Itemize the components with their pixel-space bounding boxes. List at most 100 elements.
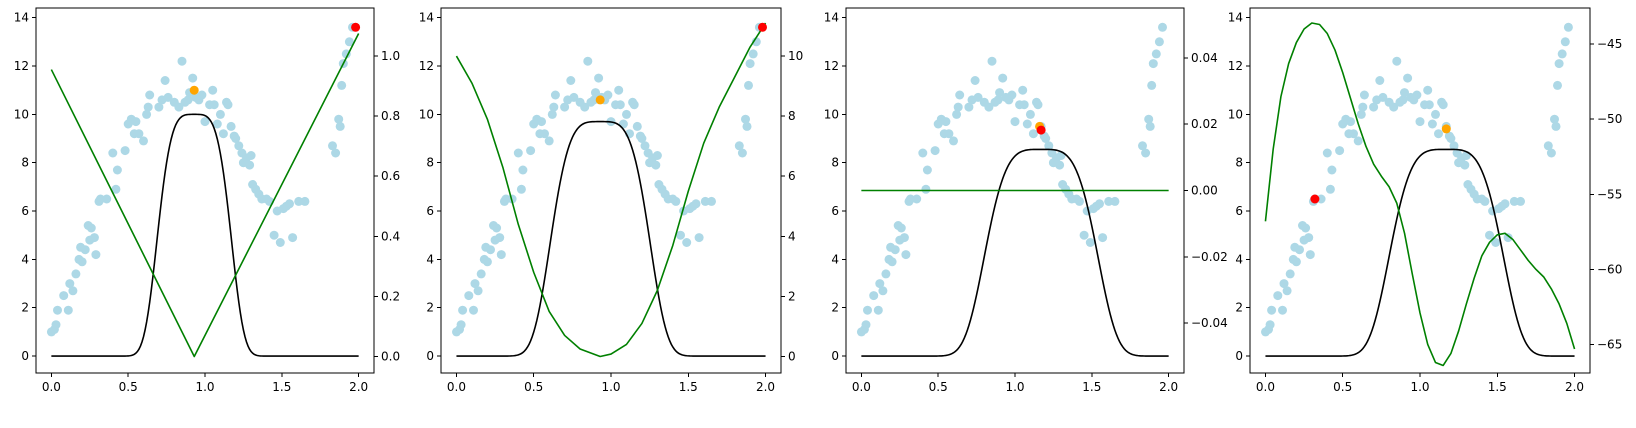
scatter-point <box>1485 230 1494 240</box>
scatter-point <box>734 141 744 151</box>
y-tick-label: 12 <box>419 59 434 73</box>
scatter-point <box>1369 102 1379 112</box>
scatter-point <box>77 257 87 267</box>
scatter-point <box>890 245 900 255</box>
scatter-point <box>154 102 164 112</box>
scatter-point <box>899 233 909 243</box>
scatter-point <box>470 279 480 289</box>
right-axis-line <box>455 22 767 358</box>
scatter-point <box>1438 100 1448 110</box>
scatter-point <box>887 257 897 267</box>
scatter-point <box>102 194 112 204</box>
scatter-point <box>1267 305 1277 315</box>
y2-tick-label: 0 <box>788 349 796 363</box>
scatter-point <box>878 286 888 296</box>
scatter-point <box>952 109 962 119</box>
scatter-point <box>234 141 244 151</box>
scatter-point <box>1285 269 1295 279</box>
scatter-point <box>1019 100 1029 110</box>
scatter-point <box>300 196 310 206</box>
scatter-point <box>1075 196 1084 206</box>
scatter-point <box>456 320 466 330</box>
scatter-point <box>949 136 958 146</box>
y2-tick-label: 0.04 <box>1191 51 1218 65</box>
scatter-point <box>1480 196 1490 206</box>
scatter-point <box>589 95 599 105</box>
scatter-point <box>473 286 483 296</box>
scatter-point <box>71 269 81 279</box>
highlight-point-red <box>1310 194 1320 204</box>
scatter-point <box>614 85 624 95</box>
scatter-point <box>1279 279 1289 289</box>
scatter-point <box>544 136 554 146</box>
scatter-point <box>1560 37 1570 47</box>
scatter-point <box>1265 320 1275 330</box>
scatter-point <box>1327 165 1337 175</box>
y-tick-label: 12 <box>14 59 29 73</box>
scatter-point <box>1158 22 1167 32</box>
scatter-point <box>671 196 681 206</box>
scatter-point <box>1028 129 1038 139</box>
panel-4: 0.0 0.5 1.0 1.5 2.0 0 2 4 6 8 10 12 14 −65 −60 −55 −50 −4… <box>1228 7 1622 394</box>
scatter-point <box>331 148 341 158</box>
scatter-point <box>1403 73 1413 83</box>
scatter-point <box>245 160 255 170</box>
scatter-point <box>594 73 604 83</box>
scatter-point <box>1322 148 1332 158</box>
scatter-point <box>160 76 170 85</box>
y2-tick-label: −45 <box>1597 37 1622 51</box>
scatter-point <box>1098 233 1108 243</box>
scatter-point <box>970 76 980 85</box>
kernel-line <box>861 148 1169 357</box>
scatter-point <box>188 73 198 83</box>
scatter-point <box>335 121 345 131</box>
highlight-point-orange <box>595 95 605 105</box>
scatter-point <box>1141 148 1151 158</box>
scatter-point <box>1138 141 1147 151</box>
scatter-point <box>1346 117 1355 127</box>
scatter-point <box>580 102 590 112</box>
scatter-point <box>1025 109 1035 119</box>
scatter-series <box>46 22 357 337</box>
scatter-point <box>1427 119 1437 129</box>
scatter-point <box>1424 100 1434 110</box>
scatter-point <box>881 269 891 279</box>
scatter-point <box>1010 117 1020 127</box>
highlight-point-red <box>758 22 767 32</box>
scatter-point <box>1359 90 1369 100</box>
scatter-point <box>226 121 236 131</box>
scatter-point <box>1301 223 1311 233</box>
right-axis-line <box>50 33 360 358</box>
scatter-point <box>1356 109 1366 119</box>
x-tick-label: 1.5 <box>679 380 698 394</box>
scatter-point <box>1055 160 1065 170</box>
scatter-point <box>1095 199 1104 209</box>
scatter-point <box>1543 141 1553 151</box>
scatter-point <box>1449 141 1459 151</box>
scatter-point <box>1145 121 1155 131</box>
scatter-point <box>591 88 600 98</box>
scatter-point <box>68 286 78 296</box>
x-tick-label: 0.5 <box>119 380 138 394</box>
y-tick-label: 4 <box>21 252 29 266</box>
y-tick-label: 8 <box>21 156 29 170</box>
scatter-point <box>1398 95 1408 105</box>
scatter-point <box>1335 146 1345 156</box>
scatter-point <box>1044 141 1054 151</box>
scatter-point <box>651 160 661 170</box>
scatter-point <box>637 134 647 143</box>
scatter-point <box>526 146 536 156</box>
y2-tick-label: 0.0 <box>381 349 400 363</box>
y-tick-label: 0 <box>21 349 29 363</box>
scatter-point <box>269 230 279 240</box>
scatter-point <box>59 291 69 301</box>
x-tick-label: 2.0 <box>1159 380 1178 394</box>
scatter-point <box>65 279 75 289</box>
scatter-point <box>1460 160 1470 170</box>
y-tick-label: 2 <box>426 301 434 315</box>
scatter-point <box>964 102 974 112</box>
x-tick-label: 2.0 <box>756 380 775 394</box>
scatter-point <box>1509 196 1519 206</box>
x-tick-label: 1.0 <box>1005 380 1024 394</box>
scatter-series <box>452 22 764 337</box>
